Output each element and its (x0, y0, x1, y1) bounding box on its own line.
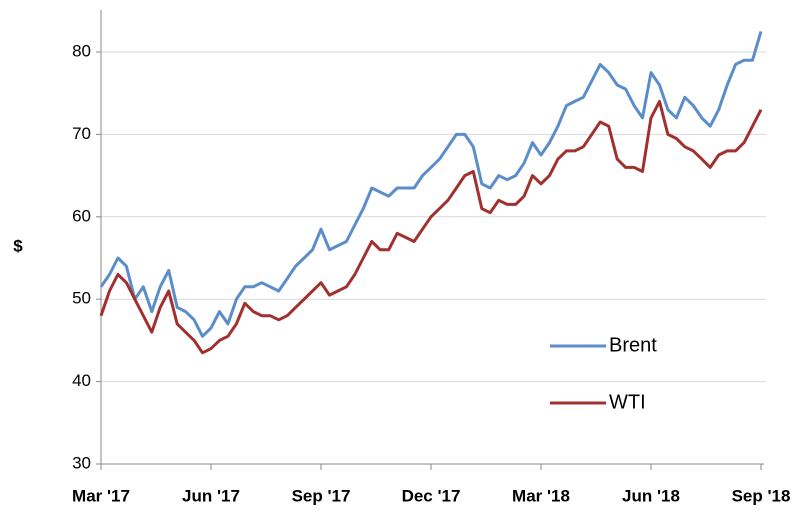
y-tick-label: 50 (72, 289, 91, 308)
x-tick-label: Jun '18 (622, 486, 680, 505)
x-tick-label: Mar '17 (72, 486, 130, 505)
x-tick-label: Mar '18 (512, 486, 570, 505)
x-tick-label: Jun '17 (182, 486, 240, 505)
line (99, 99, 763, 355)
y-tick-label: 60 (72, 206, 91, 225)
y-tick-label: 30 (72, 453, 91, 472)
y-tick-label: 80 (72, 41, 91, 60)
y-tick-label: 40 (72, 371, 91, 390)
y-tick-label: 70 (72, 124, 91, 143)
x-tick-label: Sep '17 (292, 486, 351, 505)
legend-label: WTI (609, 391, 646, 413)
line (99, 30, 763, 338)
legend-label: Brent (609, 334, 657, 356)
y-axis-label: $ (13, 236, 23, 255)
x-tick-label: Sep '18 (732, 486, 791, 505)
x-tick-label: Dec '17 (402, 486, 461, 505)
